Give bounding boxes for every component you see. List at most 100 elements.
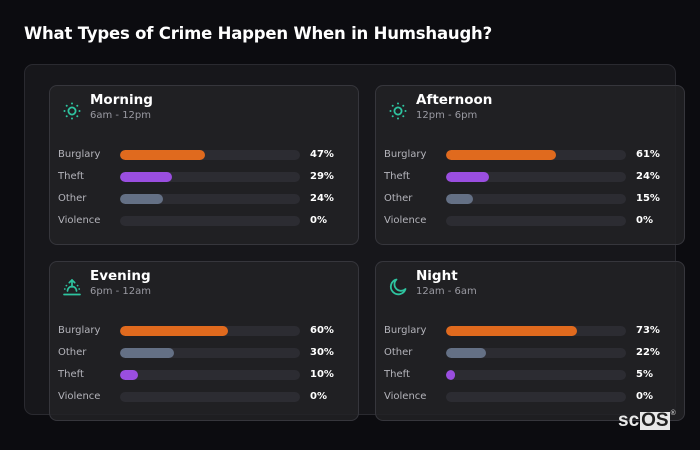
bar-track — [120, 194, 300, 204]
bar-fill — [446, 172, 490, 182]
bar-value: 47% — [310, 149, 334, 160]
crime-bars: Burglary 60% Other 30% Theft 10% Violenc… — [50, 324, 358, 412]
bar-label: Violence — [384, 391, 427, 402]
bar-row-burglary: Burglary 47% — [50, 148, 358, 170]
bar-label: Other — [384, 347, 413, 358]
bar-label: Burglary — [384, 325, 427, 336]
logo-sc-text: sc — [618, 410, 640, 431]
bar-track — [446, 194, 626, 204]
bar-track — [446, 150, 626, 160]
logo-os-text: OS — [640, 410, 670, 431]
sun-icon — [63, 102, 81, 120]
card-night: Night 12am - 6am Burglary 73% Other 22% … — [375, 261, 685, 421]
bar-value: 60% — [310, 325, 334, 336]
card-title: Evening — [90, 268, 151, 284]
bar-row-other: Other 30% — [50, 346, 358, 368]
card-title: Night — [416, 268, 458, 284]
bar-track — [446, 326, 626, 336]
bar-track — [120, 172, 300, 182]
bar-row-burglary: Burglary 73% — [376, 324, 684, 346]
registered-mark: ® — [670, 410, 676, 417]
bar-value: 10% — [310, 369, 334, 380]
bar-track — [120, 326, 300, 336]
bar-row-burglary: Burglary 61% — [376, 148, 684, 170]
moon-icon — [390, 278, 407, 296]
bar-track — [120, 348, 300, 358]
card-header: Evening 6pm - 12am — [50, 262, 358, 312]
bar-row-violence: Violence 0% — [376, 214, 684, 236]
bar-row-theft: Theft 29% — [50, 170, 358, 192]
bar-value: 29% — [310, 171, 334, 182]
bar-value: 24% — [636, 171, 660, 182]
bar-value: 22% — [636, 347, 660, 358]
bar-label: Violence — [58, 215, 101, 226]
bar-value: 5% — [636, 369, 653, 380]
bar-label: Burglary — [58, 325, 101, 336]
card-time-range: 12pm - 6pm — [416, 110, 478, 121]
bar-row-violence: Violence 0% — [50, 390, 358, 412]
bar-track — [120, 370, 300, 380]
bar-fill — [120, 172, 173, 182]
bar-value: 30% — [310, 347, 334, 358]
bar-row-other: Other 22% — [376, 346, 684, 368]
bar-fill — [120, 150, 205, 160]
card-morning: Morning 6am - 12pm Burglary 47% Theft 29… — [49, 85, 359, 245]
card-time-range: 6am - 12pm — [90, 110, 152, 121]
bar-row-theft: Theft 10% — [50, 368, 358, 390]
bar-label: Theft — [384, 171, 410, 182]
bar-label: Other — [58, 347, 87, 358]
bar-track — [446, 348, 626, 358]
card-header: Morning 6am - 12pm — [50, 86, 358, 136]
bar-label: Other — [384, 193, 413, 204]
bar-label: Violence — [58, 391, 101, 402]
bar-value: 0% — [310, 215, 327, 226]
bar-value: 0% — [310, 391, 327, 402]
bar-value: 0% — [636, 391, 653, 402]
bar-value: 61% — [636, 149, 660, 160]
bar-fill — [120, 326, 228, 336]
sun-icon — [389, 102, 407, 120]
bar-row-theft: Theft 24% — [376, 170, 684, 192]
bar-value: 15% — [636, 193, 660, 204]
card-header: Night 12am - 6am — [376, 262, 684, 312]
bar-track — [446, 370, 626, 380]
bar-fill — [446, 150, 556, 160]
bar-track — [446, 216, 626, 226]
crime-bars: Burglary 61% Theft 24% Other 15% Violenc… — [376, 148, 684, 236]
bar-row-theft: Theft 5% — [376, 368, 684, 390]
bar-fill — [120, 348, 174, 358]
bar-track — [446, 392, 626, 402]
bar-label: Burglary — [384, 149, 427, 160]
bar-row-other: Other 24% — [50, 192, 358, 214]
bar-label: Other — [58, 193, 87, 204]
bar-track — [120, 216, 300, 226]
bar-value: 73% — [636, 325, 660, 336]
bar-label: Theft — [58, 171, 84, 182]
bar-row-violence: Violence 0% — [50, 214, 358, 236]
card-time-range: 12am - 6am — [416, 286, 477, 297]
crime-bars: Burglary 47% Theft 29% Other 24% Violenc… — [50, 148, 358, 236]
bar-fill — [120, 370, 138, 380]
card-time-range: 6pm - 12am — [90, 286, 152, 297]
bar-track — [446, 172, 626, 182]
card-title: Afternoon — [416, 92, 493, 108]
sunset-icon — [63, 278, 81, 296]
card-evening: Evening 6pm - 12am Burglary 60% Other 30… — [49, 261, 359, 421]
card-header: Afternoon 12pm - 6pm — [376, 86, 684, 136]
bar-value: 24% — [310, 193, 334, 204]
bar-row-violence: Violence 0% — [376, 390, 684, 412]
page-title: What Types of Crime Happen When in Humsh… — [24, 24, 492, 43]
bar-label: Burglary — [58, 149, 101, 160]
bar-track — [120, 392, 300, 402]
bar-fill — [446, 348, 486, 358]
bar-fill — [446, 326, 578, 336]
bar-label: Violence — [384, 215, 427, 226]
crime-bars: Burglary 73% Other 22% Theft 5% Violence… — [376, 324, 684, 412]
card-title: Morning — [90, 92, 153, 108]
card-afternoon: Afternoon 12pm - 6pm Burglary 61% Theft … — [375, 85, 685, 245]
bar-track — [120, 150, 300, 160]
bar-fill — [446, 370, 455, 380]
scos-logo: sc OS ® — [618, 410, 676, 430]
bar-label: Theft — [58, 369, 84, 380]
bar-value: 0% — [636, 215, 653, 226]
